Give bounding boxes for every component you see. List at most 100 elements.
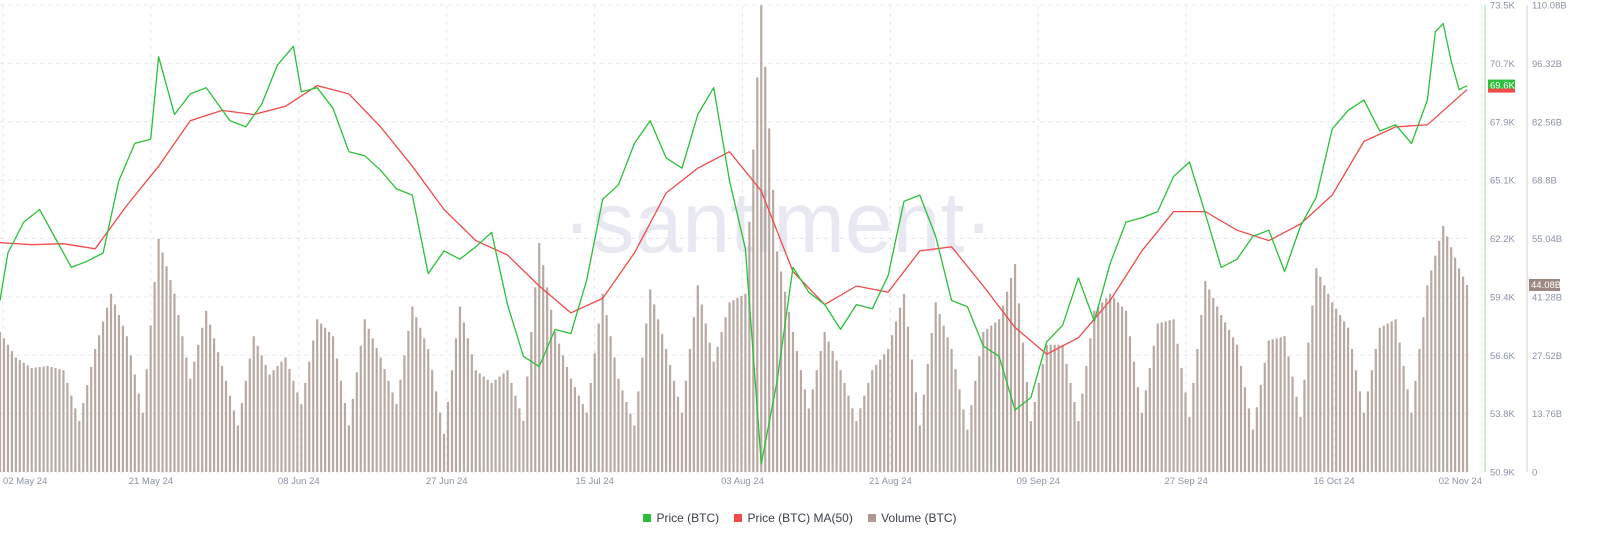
volume-bar	[601, 293, 604, 472]
volume-bar	[581, 404, 584, 472]
volume-bar	[1231, 337, 1235, 472]
volume-bar	[827, 341, 830, 472]
volume-bar	[779, 271, 783, 472]
volume-bar	[728, 302, 731, 472]
volume-bar	[724, 317, 727, 472]
volume-bar	[66, 382, 69, 472]
volume-bar	[1446, 236, 1449, 472]
volume-bar	[1438, 240, 1441, 472]
volume-bar	[78, 421, 81, 472]
volume-bar	[209, 324, 212, 472]
legend-item-ma50[interactable]: Price (BTC) MA(50)	[734, 511, 853, 525]
volume-bar	[129, 355, 132, 472]
volume-bar	[1113, 298, 1116, 472]
volume-bar	[260, 355, 263, 472]
x-axis-tick: 21 May 24	[129, 476, 173, 487]
volume-bar	[942, 325, 945, 472]
volume-bar	[383, 369, 386, 472]
volume-bar	[1406, 389, 1409, 472]
volume-bar	[1358, 391, 1362, 472]
volume-bar	[1089, 338, 1092, 472]
volume-bar	[1025, 381, 1028, 472]
volume-bar	[835, 360, 838, 472]
volume-bar	[1029, 421, 1032, 472]
volume-bar	[292, 380, 295, 472]
volume-bar	[704, 323, 707, 472]
volume-bar	[1128, 336, 1132, 472]
current-volume-label: 44.08B	[1531, 280, 1561, 291]
volume-bar	[795, 351, 799, 472]
volume-bar	[0, 332, 2, 472]
volume-bar	[121, 325, 125, 472]
legend-item-volume[interactable]: Volume (BTC)	[868, 511, 957, 525]
volume-bar	[1124, 310, 1128, 472]
volume-bar	[930, 333, 933, 472]
volume-bar	[38, 367, 41, 472]
volume-bar	[248, 358, 251, 472]
volume-bar	[1144, 390, 1147, 472]
volume-bar	[823, 332, 826, 472]
volume-bar	[617, 378, 620, 472]
volume-bar	[633, 425, 636, 472]
volume-bar	[1291, 376, 1294, 472]
price-axis-tick: 65.1K	[1490, 176, 1515, 187]
volume-bar	[1335, 308, 1338, 472]
volume-bar	[613, 357, 616, 472]
volume-axis-tick: 27.52B	[1532, 351, 1562, 362]
volume-bar	[304, 382, 307, 472]
volume-bar	[1259, 385, 1262, 472]
volume-bar	[1247, 408, 1251, 472]
volume-bar	[1315, 268, 1318, 472]
legend-item-price[interactable]: Price (BTC)	[643, 511, 719, 525]
volume-series	[0, 5, 1469, 473]
volume-bar	[557, 343, 561, 472]
volume-bar	[526, 376, 529, 472]
volume-bar	[1287, 356, 1290, 472]
volume-bar	[700, 304, 703, 472]
volume-bar	[1061, 344, 1064, 472]
volume-bar	[216, 352, 220, 472]
volume-bar	[922, 394, 925, 472]
volume-bar	[264, 364, 267, 472]
volume-bar	[1073, 402, 1076, 472]
volume-bar	[736, 298, 739, 472]
volume-bar	[161, 252, 164, 472]
volume-bar	[133, 374, 136, 472]
volume-bar	[240, 403, 243, 472]
volume-bar	[1228, 329, 1231, 472]
volume-bar	[799, 370, 803, 472]
volume-bar	[811, 389, 814, 472]
volume-bar	[300, 404, 303, 472]
volume-bar	[506, 370, 509, 472]
volume-bar	[1065, 363, 1068, 472]
volume-bar	[653, 304, 656, 472]
volume-bar	[395, 404, 398, 472]
volume-bar	[1350, 348, 1354, 472]
volume-bar	[10, 351, 13, 472]
volume-bar	[756, 77, 759, 473]
volume-bar	[42, 366, 45, 472]
volume-bar	[760, 5, 763, 473]
volume-bar	[1033, 402, 1036, 472]
volume-bar	[550, 309, 553, 472]
volume-bar	[851, 408, 854, 472]
volume-bar	[986, 328, 989, 472]
volume-bar	[855, 421, 858, 472]
volume-bar	[847, 395, 850, 472]
volume-axis-tick: 0	[1532, 468, 1537, 479]
volume-bar	[1457, 268, 1461, 472]
volume-bar	[692, 317, 695, 472]
volume-bar	[649, 289, 652, 472]
volume-bar	[1390, 321, 1393, 472]
x-axis-tick: 21 Aug 24	[869, 476, 912, 487]
volume-bar	[482, 376, 485, 472]
volume-bar	[153, 282, 156, 472]
volume-bar	[387, 380, 390, 472]
volume-bar	[1200, 315, 1203, 472]
x-axis-tick: 02 Nov 24	[1439, 476, 1482, 487]
volume-bar	[994, 322, 997, 472]
volume-bar	[1374, 348, 1377, 472]
volume-bar	[343, 403, 347, 472]
volume-bar	[1109, 293, 1112, 472]
x-axis-tick: 02 May 24	[3, 476, 47, 487]
